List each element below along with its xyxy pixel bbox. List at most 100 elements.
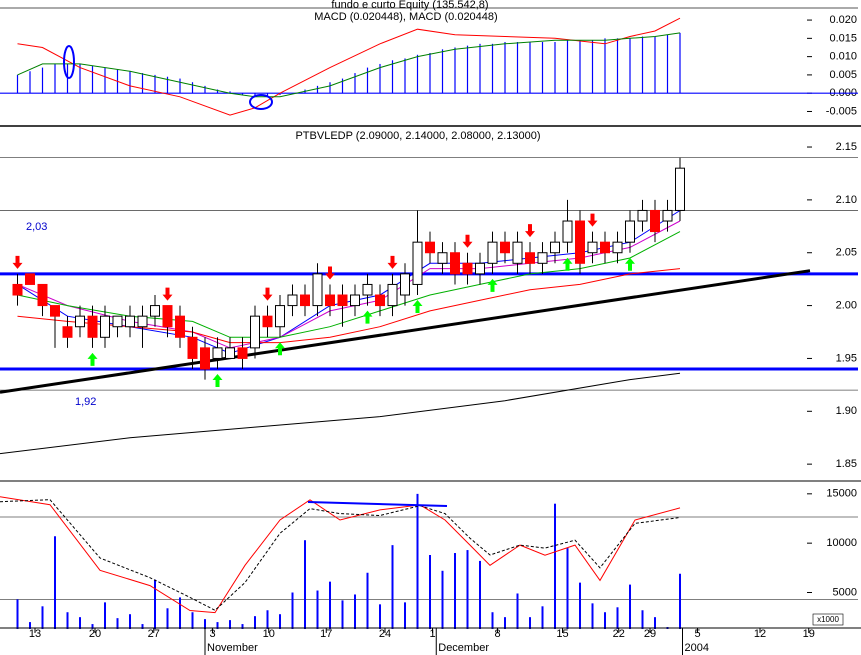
- buy-arrow: [212, 374, 223, 388]
- candle-body: [675, 167, 685, 211]
- candle-body: [637, 209, 648, 222]
- candle-body: [412, 241, 423, 285]
- indicator-line: [17, 17, 681, 116]
- indicator-line: [17, 268, 681, 344]
- candle-body: [12, 283, 23, 296]
- macd-title: MACD (0.020448), MACD (0.020448): [314, 11, 497, 23]
- x-tick-label: 15: [556, 628, 568, 640]
- candle-body: [625, 220, 635, 243]
- candle-body: [162, 305, 173, 328]
- buy-arrow: [275, 342, 285, 356]
- candle-body: [475, 262, 485, 275]
- candle-body: [250, 315, 260, 349]
- candle-body: [587, 241, 598, 254]
- indicator-line: [17, 32, 681, 98]
- highlight-ellipse: [249, 94, 273, 110]
- candle-body: [275, 305, 285, 328]
- y-tick-label: 15000: [826, 488, 857, 500]
- candle-body: [437, 252, 448, 264]
- candle-body: [225, 347, 235, 359]
- period-label: 2004: [685, 642, 709, 654]
- buy-arrow: [362, 310, 373, 324]
- indicator-line: [0, 372, 681, 455]
- candle-body: [350, 294, 360, 307]
- x-tick-label: 22: [613, 628, 625, 640]
- candle-body: [37, 283, 48, 307]
- x-tick-label: 8: [494, 628, 500, 640]
- highlight-ellipse: [63, 45, 75, 79]
- y-tick-label: 5000: [833, 586, 857, 598]
- candle-body: [87, 315, 98, 338]
- x-tick-label: 17: [320, 628, 332, 640]
- y-tick-label: 10000: [826, 537, 857, 549]
- candle-body: [562, 220, 573, 243]
- x-tick-label: 3: [209, 628, 215, 640]
- annotation: 1,92: [75, 396, 96, 408]
- sell-arrow: [162, 287, 173, 301]
- x-tick-label: 20: [89, 628, 101, 640]
- y-tick-label: 0.005: [829, 69, 857, 81]
- sell-arrow: [525, 224, 535, 238]
- indicator-line: [0, 499, 681, 611]
- candle-body: [200, 347, 210, 370]
- candle-body: [312, 273, 323, 307]
- candle-body: [450, 252, 460, 275]
- candle-body: [550, 241, 560, 254]
- candle-body: [337, 294, 348, 307]
- y-tick-label: 1.85: [836, 458, 857, 470]
- candle-body: [112, 315, 123, 328]
- candle-body: [387, 283, 398, 307]
- candle-body: [325, 294, 335, 307]
- candle-body: [262, 315, 273, 328]
- candle-body: [662, 209, 673, 222]
- x-tick-label: 10: [263, 628, 275, 640]
- period-label: November: [207, 642, 258, 654]
- plot-layer: 0.0200.0150.0100.0050.000-0.0052.152.102…: [0, 7, 858, 655]
- y-tick-label: -0.005: [826, 105, 857, 117]
- candle-body: [100, 315, 110, 338]
- candle-body: [137, 315, 148, 328]
- y-tick-label: 0.015: [829, 32, 857, 44]
- candle-body: [525, 252, 535, 264]
- candle-body: [50, 305, 60, 317]
- period-label: December: [438, 642, 489, 654]
- indicator-line: [0, 496, 681, 614]
- candle-body: [650, 209, 660, 233]
- candle-body: [237, 347, 248, 359]
- candle-body: [212, 347, 223, 359]
- sell-arrow: [587, 213, 598, 227]
- candle-body: [612, 241, 623, 254]
- candle-body: [375, 294, 385, 307]
- candle-body: [25, 273, 35, 285]
- x-tick-label: 13: [29, 628, 41, 640]
- drawn-trendline: [307, 501, 448, 507]
- candle-body: [600, 241, 610, 254]
- buy-arrow: [625, 257, 635, 271]
- candle-body: [512, 241, 523, 264]
- y-tick-label: 0.010: [829, 51, 857, 63]
- x-tick-label: 24: [379, 628, 391, 640]
- equity-title: fundo e curto Equity (135.542,8): [331, 0, 488, 11]
- candle-body: [187, 336, 198, 359]
- candle-body: [575, 220, 585, 264]
- candle-body: [150, 305, 160, 317]
- candle-body: [62, 326, 73, 338]
- buy-arrow: [412, 300, 423, 314]
- sell-arrow: [12, 255, 23, 269]
- annotation: 2,03: [26, 221, 47, 233]
- sell-arrow: [325, 266, 335, 280]
- y-tick-label: 1.95: [836, 352, 857, 364]
- y-tick-label: 1.90: [836, 405, 857, 417]
- sell-arrow: [387, 255, 398, 269]
- y-tick-label: 2.00: [836, 299, 857, 311]
- x-tick-label: 12: [754, 628, 766, 640]
- y-tick-label: 0.020: [829, 14, 857, 26]
- candle-body: [287, 294, 298, 307]
- candle-body: [300, 294, 310, 307]
- buy-arrow: [487, 278, 498, 292]
- buy-arrow: [562, 257, 573, 271]
- x-tick-label: 19: [803, 628, 815, 640]
- candle-body: [125, 315, 135, 328]
